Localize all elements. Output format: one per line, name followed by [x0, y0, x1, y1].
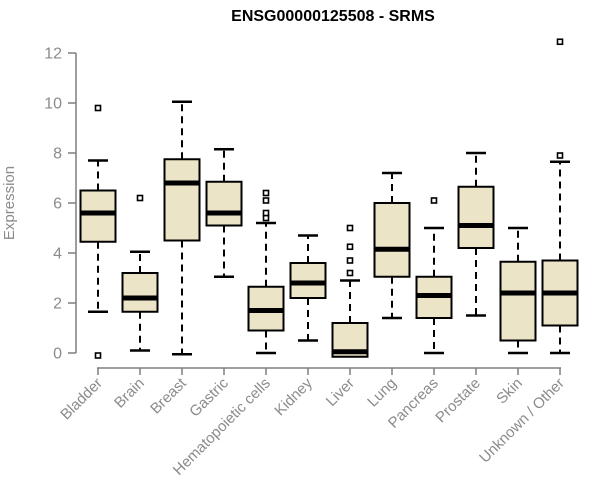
y-tick-label: 12	[44, 46, 62, 63]
y-tick-label: 4	[53, 246, 62, 263]
box-breast	[163, 100, 201, 356]
median-line	[500, 290, 536, 296]
outlier-point	[262, 197, 270, 204]
outlier-point	[94, 104, 102, 112]
outlier-point	[136, 194, 144, 202]
boxplot-series	[79, 38, 579, 359]
median-line	[332, 349, 368, 355]
chart-title: ENSG00000125508 - SRMS	[231, 8, 435, 25]
median-line	[542, 290, 578, 296]
outlier-point	[94, 352, 102, 359]
iqr-box	[457, 185, 495, 249]
outlier-point	[430, 197, 438, 204]
y-tick-label: 10	[44, 96, 62, 113]
outlier-point	[262, 189, 270, 197]
box-bladder	[79, 104, 117, 359]
median-line	[122, 295, 158, 301]
box-skin	[499, 226, 537, 355]
median-line	[374, 246, 410, 252]
median-line	[416, 293, 452, 298]
median-line	[290, 280, 326, 286]
median-line	[80, 210, 116, 216]
box-gastric	[205, 148, 243, 278]
y-tick-label: 0	[53, 346, 62, 363]
x-tick-label-prostate: Prostate	[432, 375, 484, 427]
y-tick-label: 8	[53, 146, 62, 163]
box-brain	[121, 194, 159, 352]
outlier-point	[346, 243, 354, 251]
box-pancreas	[415, 197, 453, 355]
outlier-point	[346, 269, 354, 277]
y-tick-label: 2	[53, 296, 62, 313]
iqr-box	[499, 260, 537, 342]
x-tick-label-liver: Liver	[323, 375, 358, 410]
outlier-point	[262, 209, 270, 217]
y-tick-label: 6	[53, 196, 62, 213]
x-tick-label-lung: Lung	[364, 375, 400, 411]
iqr-box	[163, 158, 201, 242]
x-tick-label-skin: Skin	[493, 375, 526, 408]
outlier-point	[556, 38, 564, 46]
outlier-point	[346, 257, 354, 264]
median-line	[164, 180, 200, 186]
iqr-box	[121, 272, 159, 313]
iqr-box	[79, 189, 117, 243]
x-tick-label-brain: Brain	[111, 375, 148, 412]
box-unknown-other	[541, 38, 579, 355]
box-kidney	[289, 234, 327, 342]
box-liver	[331, 224, 369, 358]
x-tick-label-kidney: Kidney	[271, 374, 316, 419]
x-tick-label-breast: Breast	[147, 374, 190, 417]
x-tick-label-bladder: Bladder	[57, 375, 106, 424]
median-line	[458, 223, 494, 228]
y-axis-label: Expression	[1, 166, 18, 240]
box-lung	[373, 171, 411, 320]
median-line	[248, 308, 284, 313]
outlier-point	[556, 152, 564, 159]
median-line	[206, 210, 242, 216]
outlier-point	[346, 224, 354, 232]
box-prostate	[457, 151, 495, 317]
iqr-box	[205, 180, 243, 227]
box-hematopoietic-cells	[247, 189, 285, 355]
iqr-box	[373, 202, 411, 278]
